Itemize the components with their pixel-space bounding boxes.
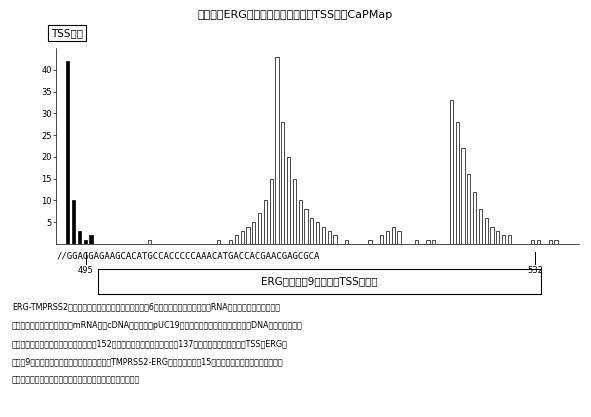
Bar xyxy=(310,218,313,244)
Bar xyxy=(89,235,93,244)
Bar xyxy=(78,231,81,244)
Bar xyxy=(450,100,453,244)
Bar xyxy=(298,201,302,244)
Bar xyxy=(252,222,255,244)
FancyBboxPatch shape xyxy=(98,269,541,294)
Bar xyxy=(380,235,383,244)
Bar xyxy=(72,201,75,244)
Text: 癌特異的ERG選択的転写開始部位（TSS）のCaPMap: 癌特異的ERG選択的転写開始部位（TSS）のCaPMap xyxy=(198,10,393,20)
Bar xyxy=(304,209,308,244)
Text: キソン9中に同定された（黄色の棒グラフ）。TMPRSS2-ERG融合転写産物は15個のクローンにおいてのみ同定さ: キソン9中に同定された（黄色の棒グラフ）。TMPRSS2-ERG融合転写産物は1… xyxy=(12,357,284,367)
Text: 495: 495 xyxy=(78,266,93,275)
Bar xyxy=(479,209,482,244)
Bar xyxy=(415,240,418,244)
Bar xyxy=(368,240,372,244)
Text: グによりヌクレオチド配列を決定した。152個のクローンを整列決定した。137個のクローンにおいて、TSSがERGエ: グによりヌクレオチド配列を決定した。152個のクローンを整列決定した。137個の… xyxy=(12,339,288,348)
Bar xyxy=(537,240,540,244)
Bar xyxy=(508,235,511,244)
Bar xyxy=(281,122,284,244)
Bar xyxy=(322,226,325,244)
Bar xyxy=(241,231,243,244)
Text: ERGエキソン9におけるTSSの位置: ERGエキソン9におけるTSSの位置 xyxy=(261,276,378,286)
Bar xyxy=(229,240,232,244)
Bar xyxy=(148,240,151,244)
Bar xyxy=(496,231,499,244)
Bar xyxy=(432,240,436,244)
Bar xyxy=(491,226,493,244)
Bar xyxy=(83,240,87,244)
Bar xyxy=(467,174,470,244)
Bar xyxy=(293,178,296,244)
Bar xyxy=(554,240,557,244)
Bar xyxy=(386,231,389,244)
Bar xyxy=(258,214,261,244)
Text: 532: 532 xyxy=(527,266,543,275)
Text: //GGAGGAGAAGCACATGCCACCCCCAAACATGACCACGAACGAGCGCA: //GGAGGAGAAGCACATGCCACCCCCAAACATGACCACGA… xyxy=(56,251,320,260)
Bar xyxy=(217,240,220,244)
Bar xyxy=(333,235,337,244)
Text: 付した。オリゴキャップ連結mRNA種をcDNAに変換し、pUC19ベクター内にクローニングした。DNAシークエンシン: 付した。オリゴキャップ連結mRNA種をcDNAに変換し、pUC19ベクター内にク… xyxy=(12,321,303,330)
Bar xyxy=(287,157,290,244)
Bar xyxy=(485,218,488,244)
Bar xyxy=(264,201,267,244)
Bar xyxy=(456,122,459,244)
Bar xyxy=(548,240,552,244)
Bar xyxy=(275,57,278,244)
Bar xyxy=(427,240,430,244)
Bar xyxy=(327,231,331,244)
Bar xyxy=(316,222,319,244)
Text: TSS頻度: TSS頻度 xyxy=(51,28,83,38)
Bar xyxy=(269,178,273,244)
Bar xyxy=(462,148,465,244)
Bar xyxy=(392,226,395,244)
Bar xyxy=(502,235,505,244)
Bar xyxy=(473,192,476,244)
Bar xyxy=(235,235,238,244)
Text: れた（それぞれ、赤色の棒グラフおよび紫色の棒グラフ）。: れた（それぞれ、赤色の棒グラフおよび紫色の棒グラフ）。 xyxy=(12,376,140,385)
Text: ERG-TMPRSS2融合転写産物を発現する腫瘼を有する6人の前立腺癌患者からの全RNAをオリゴキャッピングに: ERG-TMPRSS2融合転写産物を発現する腫瘼を有する6人の前立腺癌患者からの… xyxy=(12,302,280,311)
Bar xyxy=(397,231,401,244)
Bar xyxy=(531,240,534,244)
Bar xyxy=(345,240,348,244)
Bar xyxy=(246,226,249,244)
Bar xyxy=(66,61,69,244)
